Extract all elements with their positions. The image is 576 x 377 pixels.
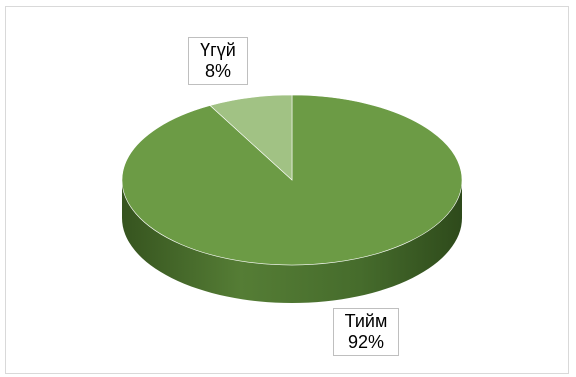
data-label-no: Үгүй 8%	[188, 37, 248, 85]
pie-top-layer	[121, 94, 463, 266]
pie-slice-yes	[121, 94, 463, 266]
data-label-no-name: Үгүй	[200, 40, 236, 60]
pie-side-layer	[122, 180, 462, 303]
pie-slice-no	[209, 94, 293, 181]
data-label-yes-value: 92%	[347, 332, 385, 352]
data-label-no-value: 8%	[204, 61, 231, 81]
data-label-yes-name: Тийм	[344, 311, 388, 331]
pie-side-wall	[122, 180, 462, 303]
data-label-yes: Тийм 92%	[333, 308, 399, 356]
